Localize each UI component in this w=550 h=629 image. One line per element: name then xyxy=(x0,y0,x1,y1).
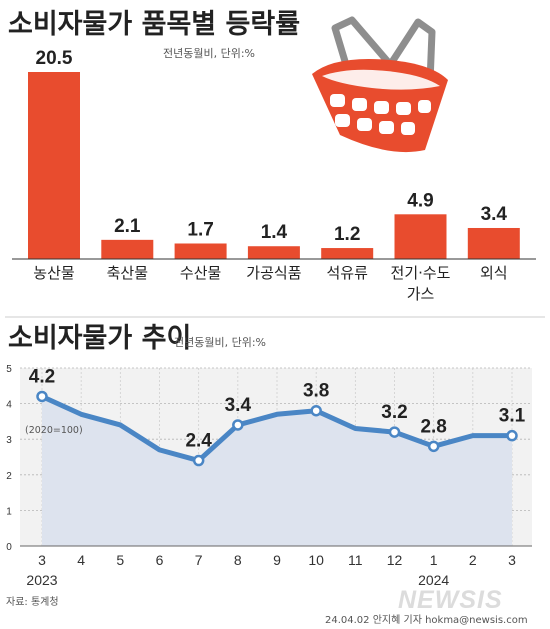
x-tick-label: 3 xyxy=(508,552,516,568)
data-point-label: 3.8 xyxy=(303,381,329,402)
data-point xyxy=(310,404,322,417)
data-point xyxy=(232,419,244,431)
x-tick-label: 8 xyxy=(234,552,242,568)
index-note: (2020=100) xyxy=(25,425,83,436)
newsis-watermark: NEWSIS xyxy=(398,586,503,614)
bar xyxy=(101,239,154,259)
x-tick-label: 1 xyxy=(430,552,438,568)
data-point xyxy=(36,390,48,403)
category-label: 가공식품 xyxy=(246,264,301,282)
x-tick-label: 7 xyxy=(195,552,203,568)
data-point xyxy=(388,426,401,438)
data-point-label: 2.4 xyxy=(185,431,212,452)
bar-value-label: 1.2 xyxy=(334,224,360,245)
category-label: 축산물 xyxy=(107,264,148,282)
category-label: 외식 xyxy=(480,264,508,282)
x-tick-label: 2 xyxy=(469,552,477,568)
bar-value-label: 3.4 xyxy=(481,204,508,225)
year-label: 2023 xyxy=(26,572,57,588)
data-point-label: 3.2 xyxy=(381,402,407,423)
x-tick-label: 12 xyxy=(387,552,403,568)
x-tick-label: 5 xyxy=(116,552,124,568)
x-tick-label: 11 xyxy=(348,552,363,568)
bar xyxy=(174,243,227,259)
x-tick-label: 6 xyxy=(156,552,164,568)
source-note: 자료: 통계청 xyxy=(6,596,59,608)
category-label: 수산물 xyxy=(180,264,221,282)
bar-chart-title: 소비자물가 품목별 등락률 xyxy=(8,9,300,40)
data-point-label: 2.8 xyxy=(420,416,446,437)
x-tick-label: 3 xyxy=(38,552,46,568)
bar-value-label: 1.4 xyxy=(261,222,288,243)
y-tick-label: 5 xyxy=(6,364,12,375)
y-tick-label: 0 xyxy=(6,542,12,553)
category-label: 가스 xyxy=(407,285,435,303)
bar-value-label: 20.5 xyxy=(36,48,73,69)
bar xyxy=(247,246,300,259)
data-point xyxy=(506,429,518,442)
y-tick-label: 4 xyxy=(6,400,12,411)
data-point xyxy=(427,440,440,453)
credit-line: 24.04.02 안지혜 기자 hokma@newsis.com xyxy=(325,614,528,626)
line-chart-unit: 전년동월비, 단위:% xyxy=(174,336,266,349)
category-label: 농산물 xyxy=(33,264,74,282)
bar xyxy=(28,72,80,259)
bar xyxy=(321,248,374,259)
x-tick-label: 10 xyxy=(308,552,324,568)
data-point-label: 3.4 xyxy=(225,395,252,416)
y-tick-label: 1 xyxy=(6,506,12,517)
bar-chart-unit: 전년동월비, 단위:% xyxy=(163,47,255,60)
bar xyxy=(467,227,520,259)
x-tick-label: 9 xyxy=(273,552,281,568)
bar-value-label: 4.9 xyxy=(407,190,433,211)
data-point-label: 3.1 xyxy=(499,406,526,427)
data-point xyxy=(192,454,205,467)
year-label: 2024 xyxy=(418,572,449,588)
bar-value-label: 2.1 xyxy=(114,216,141,237)
y-tick-label: 3 xyxy=(6,435,12,446)
x-tick-label: 4 xyxy=(77,552,85,568)
bar-chart: 20.5 농산물 2.1 축산물 1.7 수산물 1.4 가공식품 1.2 석유류 4.9 전기·수도… xyxy=(12,48,536,303)
bar-value-label: 1.7 xyxy=(187,219,213,240)
y-tick-label: 2 xyxy=(6,471,12,482)
data-point-label: 4.2 xyxy=(29,366,55,387)
category-label: 전기·수도 xyxy=(391,264,451,282)
shopping-basket-icon xyxy=(312,16,448,153)
line-chart-title: 소비자물가 추이 xyxy=(8,323,191,354)
bar xyxy=(394,214,447,259)
category-label: 석유류 xyxy=(326,264,368,282)
